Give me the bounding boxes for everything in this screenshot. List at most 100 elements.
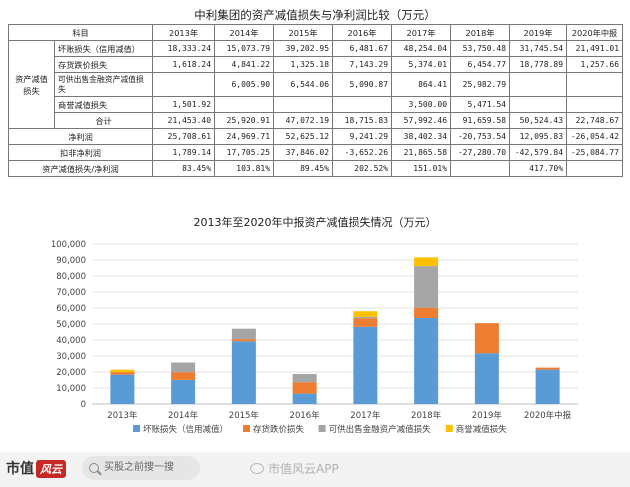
header-cell: 2017年 xyxy=(391,24,452,41)
value-cell xyxy=(566,96,624,113)
table-row: 可供出售金融资产减值损失 6,005.90 6,544.06 5,090.87 864.… xyxy=(9,72,624,97)
x-tick-label: 2016年 xyxy=(290,410,321,421)
value-cell: 18,715.83 xyxy=(332,112,393,129)
header-cell: 2013年 xyxy=(152,24,216,41)
value-cell xyxy=(273,96,334,113)
value-cell: 21,491.01 xyxy=(566,40,624,57)
header-cell: 2020年中报 xyxy=(566,24,624,41)
brand-logo[interactable]: 市值 风云 xyxy=(6,458,66,478)
value-cell: 22,748.67 xyxy=(566,112,624,129)
row-label-cell: 扣非净利润 xyxy=(7,144,154,161)
x-tick-label: 2020年中报 xyxy=(524,410,572,421)
bar-segment[interactable] xyxy=(474,353,499,404)
value-cell: 103.81% xyxy=(214,160,275,177)
value-cell xyxy=(332,96,393,113)
value-cell: 17,705.25 xyxy=(214,144,275,161)
y-tick-label: 0 xyxy=(81,400,86,410)
value-cell: 5,090.87 xyxy=(332,72,393,97)
x-tick-label: 2018年 xyxy=(411,410,442,421)
bar-segment[interactable] xyxy=(292,382,317,394)
value-cell: 18,778.89 xyxy=(509,56,568,73)
value-cell: 89.45% xyxy=(273,160,334,177)
table-row: 净利润 25,708.61 24,969.71 52,625.12 9,241.29 38… xyxy=(7,128,624,145)
value-cell: 53,750.48 xyxy=(450,40,511,57)
bar-segment[interactable] xyxy=(414,317,439,404)
value-cell: 91,659.58 xyxy=(450,112,511,129)
bar-segment[interactable] xyxy=(171,362,196,373)
row-label-cell: 存货跌价损失 xyxy=(53,56,154,73)
bar-segment[interactable] xyxy=(535,369,560,404)
search-icon xyxy=(89,463,99,473)
bar-segment[interactable] xyxy=(414,257,439,267)
bar-segment[interactable] xyxy=(474,323,499,354)
value-cell: 7,143.29 xyxy=(332,56,393,73)
bar-segment[interactable] xyxy=(353,326,378,404)
value-cell: 1,257.66 xyxy=(566,56,624,73)
legend-swatch xyxy=(243,425,250,432)
value-cell: 1,789.14 xyxy=(152,144,216,161)
y-tick-label: 20,000 xyxy=(56,368,86,378)
y-tick-label: 40,000 xyxy=(56,336,86,346)
value-cell xyxy=(509,72,568,97)
bar-segment[interactable] xyxy=(414,266,439,308)
x-tick-label: 2017年 xyxy=(350,410,381,421)
bar-segment[interactable] xyxy=(171,372,196,380)
row-label-cell: 坏账损失（信用减值） xyxy=(53,40,154,57)
bar-segment[interactable] xyxy=(535,367,560,370)
table-row: 商誉减值损失 1,501.92 3,500.00 5,471.54 xyxy=(9,96,624,113)
header-cell: 2016年 xyxy=(332,24,393,41)
value-cell: 864.41 xyxy=(391,72,452,97)
search-input[interactable]: 买股之前搜一搜 xyxy=(82,456,200,480)
bar-segment[interactable] xyxy=(414,307,439,318)
table-row: 资产减值损失/净利润 83.45% 103.81% 89.45% 202.52% 151.… xyxy=(7,160,624,177)
bar-segment[interactable] xyxy=(110,369,135,373)
legend-swatch xyxy=(318,425,326,432)
header-cell: 2014年 xyxy=(214,24,275,41)
value-cell: 25,708.61 xyxy=(152,128,216,145)
bar-segment[interactable] xyxy=(110,374,135,404)
value-cell: 6,481.67 xyxy=(332,40,393,57)
value-cell: 9,241.29 xyxy=(332,128,393,145)
bar-segment[interactable] xyxy=(353,316,378,319)
value-cell: -42,579.84 xyxy=(509,144,568,161)
impairment-table: 科目 2013年 2014年 2015年 2016年 2017年 2018年 2019年 202… xyxy=(7,24,624,177)
y-tick-label: 60,000 xyxy=(56,304,86,314)
value-cell: 6,544.06 xyxy=(273,72,334,97)
bar-segment[interactable] xyxy=(110,372,135,375)
bar-segment[interactable] xyxy=(231,328,256,340)
bar-segment[interactable] xyxy=(171,379,196,404)
bar-segment[interactable] xyxy=(231,339,256,342)
weibo-icon xyxy=(250,463,264,474)
x-tick-label: 2013年 xyxy=(107,410,138,421)
value-cell: -3,652.26 xyxy=(332,144,393,161)
footer-bar: 市值 风云 买股之前搜一搜 市值风云APP xyxy=(0,452,630,487)
value-cell: -27,280.70 xyxy=(450,144,511,161)
value-cell: 38,402.34 xyxy=(391,128,452,145)
value-cell: 12,095.83 xyxy=(509,128,568,145)
value-cell xyxy=(566,72,624,97)
bar-segment[interactable] xyxy=(353,311,378,317)
value-cell: 47,072.19 xyxy=(273,112,334,129)
y-tick-label: 30,000 xyxy=(56,352,86,362)
legend-label: 商誉减值损失 xyxy=(456,424,508,435)
bar-segment[interactable] xyxy=(231,341,256,404)
value-cell: -26,054.42 xyxy=(566,128,624,145)
row-label-cell: 商誉减值损失 xyxy=(53,96,154,113)
value-cell: 1,501.92 xyxy=(152,96,216,113)
value-cell: 83.45% xyxy=(152,160,216,177)
y-tick-label: 100,000 xyxy=(51,240,86,250)
header-cell: 科目 xyxy=(7,24,154,41)
table-header-row: 科目 2013年 2014年 2015年 2016年 2017年 2018年 2019年 202… xyxy=(7,24,624,41)
legend-label: 可供出售金融资产减值损失 xyxy=(329,424,432,435)
value-cell: 24,969.71 xyxy=(214,128,275,145)
row-label-cell: 合计 xyxy=(53,112,154,129)
value-cell: 21,865.58 xyxy=(391,144,452,161)
x-tick-label: 2015年 xyxy=(229,410,260,421)
value-cell xyxy=(509,96,568,113)
y-tick-label: 50,000 xyxy=(56,320,86,330)
bar-segment[interactable] xyxy=(292,393,317,404)
bar-segment[interactable] xyxy=(292,374,317,383)
value-cell: 3,500.00 xyxy=(391,96,452,113)
legend-swatch xyxy=(445,425,453,432)
bar-segment[interactable] xyxy=(353,318,378,327)
